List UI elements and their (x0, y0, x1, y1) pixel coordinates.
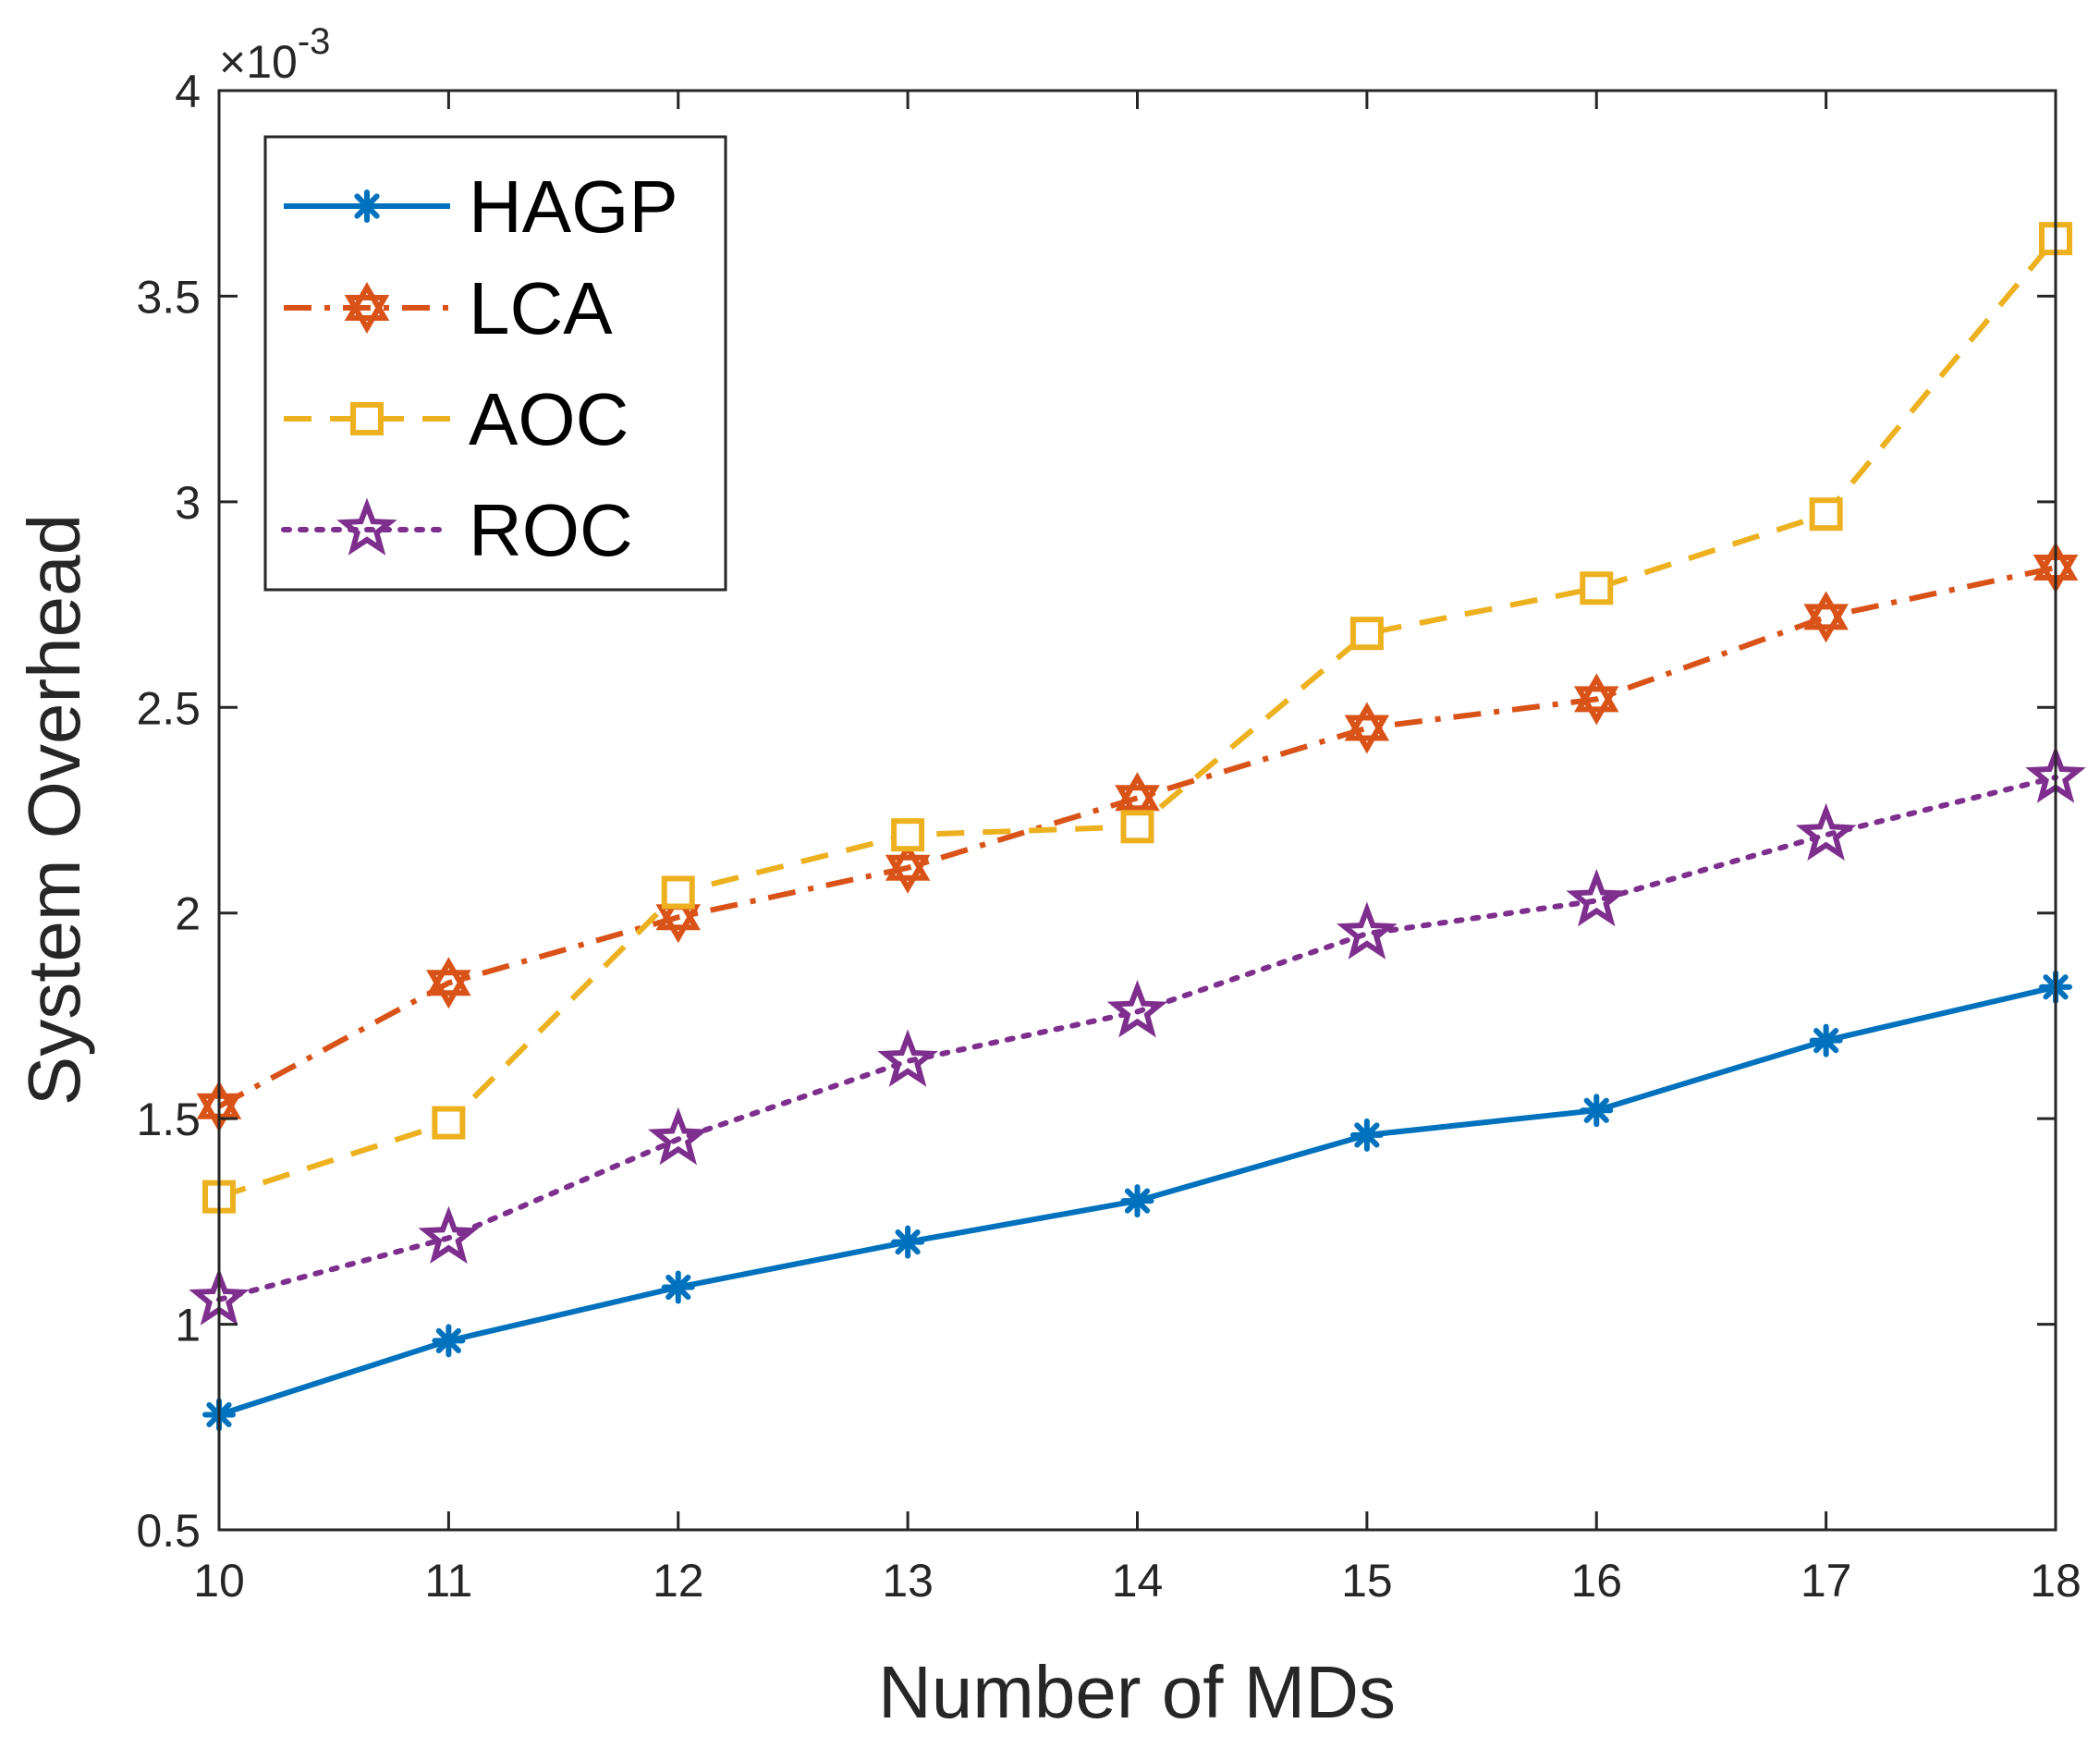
x-tick-label: 10 (193, 1555, 245, 1607)
data-point-lca-triangle-down (1115, 785, 1160, 825)
legend-marker-lca-triangle-down (344, 295, 390, 334)
data-point-aoc (661, 875, 695, 910)
data-point-lca (1573, 673, 1619, 726)
y-tick-label: 3.5 (136, 271, 201, 323)
data-point-roc (647, 1106, 709, 1166)
y-tick-label: 2 (175, 888, 201, 940)
y-multiplier-label: ×10-3 (219, 21, 330, 88)
y-tick-label: 0.5 (136, 1505, 201, 1557)
data-point-roc (1106, 980, 1168, 1038)
data-point-hagp (1580, 1094, 1614, 1128)
y-tick-label: 2.5 (136, 682, 201, 734)
y-axis-label: System Overhead (13, 514, 95, 1106)
data-point-lca-triangle-down (1573, 686, 1619, 726)
data-point-lca-triangle-up (1803, 591, 1849, 630)
data-point-roc (877, 1029, 938, 1087)
legend-marker-hagp-stroke (354, 193, 380, 219)
data-point-aoc (432, 1106, 466, 1140)
data-point-aoc (891, 818, 925, 852)
data-point-hagp (1349, 1118, 1384, 1152)
y-tick-label: 3 (175, 477, 201, 529)
data-point-lca-triangle-up (655, 891, 701, 931)
legend-marker-lca-triangle-up (344, 282, 390, 321)
data-point-hagp (661, 1270, 695, 1304)
data-point-hagp (1809, 1023, 1843, 1057)
y-tick-label: 4 (175, 66, 201, 117)
series-line-roc (216, 774, 2058, 1302)
data-point-roc (418, 1205, 480, 1265)
label-layer: Number of MDs System Overhead ×10-3 (13, 21, 1396, 1733)
data-point-lca (1344, 702, 1390, 754)
y-tick-label: 1 (175, 1300, 201, 1351)
x-axis-label: Number of MDs (878, 1651, 1396, 1733)
legend: HAGP LCA AOC ROC (263, 135, 727, 592)
data-point-lca (1803, 591, 1849, 643)
y-tick-label: 1.5 (136, 1094, 201, 1145)
legend-entry-aoc: AOC (284, 378, 629, 460)
data-point-aoc (1349, 617, 1384, 651)
legend-marker-roc (336, 497, 397, 556)
legend-entry-hagp: HAGP (284, 165, 678, 248)
x-tick-label: 13 (882, 1555, 934, 1607)
data-point-aoc (1809, 497, 1843, 532)
x-tick-label: 15 (1341, 1555, 1393, 1607)
data-point-lca-triangle-up (1344, 702, 1390, 741)
legend-label-hagp: HAGP (469, 165, 678, 248)
data-point-hagp (1120, 1184, 1154, 1218)
y-multiplier-exponent: -3 (298, 21, 331, 62)
legend-label-lca: LCA (469, 267, 613, 349)
data-point-lca (1115, 772, 1160, 825)
data-point-roc (1795, 802, 1857, 862)
data-point-hagp-stroke (1583, 1097, 1609, 1123)
legend-marker-hagp (350, 189, 384, 223)
data-point-hagp-stroke (1813, 1028, 1839, 1054)
x-tick-label: 16 (1570, 1555, 1622, 1607)
tick-layer: 10 11 12 13 14 15 16 17 18 0.5 1 1.5 2 2.5 3 3.5 4 (136, 66, 2081, 1607)
data-point-hagp (891, 1225, 925, 1259)
legend-marker-lca (344, 282, 390, 334)
data-point-lca-triangle-up (426, 957, 471, 996)
data-point-lca (426, 957, 471, 1009)
y-multiplier-base: ×10 (219, 36, 298, 88)
series-layer (189, 222, 2086, 1432)
data-point-lca-triangle-down (1803, 604, 1849, 643)
data-point-hagp-stroke (435, 1327, 461, 1353)
data-point-lca-triangle-up (1115, 772, 1160, 812)
series-line-lca (217, 565, 2057, 1109)
data-point-aoc (1580, 571, 1614, 605)
x-tick-label: 12 (653, 1555, 704, 1607)
x-tick-label: 17 (1801, 1555, 1852, 1607)
data-point-aoc (1120, 810, 1154, 844)
data-point-hagp (432, 1324, 466, 1358)
legend-label-aoc: AOC (469, 378, 629, 460)
data-point-lca-triangle-down (1344, 715, 1390, 754)
data-point-lca-triangle-down (426, 970, 471, 1009)
x-tick-label: 11 (424, 1555, 472, 1607)
legend-label-roc: ROC (469, 489, 633, 571)
x-tick-label: 18 (2030, 1555, 2082, 1607)
data-point-hagp-stroke (895, 1228, 921, 1255)
data-point-roc (1337, 901, 1398, 960)
data-point-hagp-stroke (1354, 1122, 1380, 1148)
legend-marker-aoc (350, 402, 384, 435)
data-point-lca (885, 841, 931, 894)
legend-box (263, 135, 727, 592)
data-point-roc (1566, 868, 1628, 927)
data-point-lca-triangle-up (1573, 673, 1619, 713)
x-tick-label: 14 (1112, 1555, 1164, 1607)
legend-entry-lca: LCA (284, 267, 613, 349)
data-point-hagp-stroke (665, 1274, 691, 1301)
data-point-hagp-stroke (1124, 1188, 1151, 1214)
data-point-lca-triangle-down (885, 854, 931, 894)
legend-entry-roc: ROC (281, 489, 633, 571)
series-aoc (202, 222, 2072, 1214)
data-point-lca-triangle-up (885, 841, 931, 881)
